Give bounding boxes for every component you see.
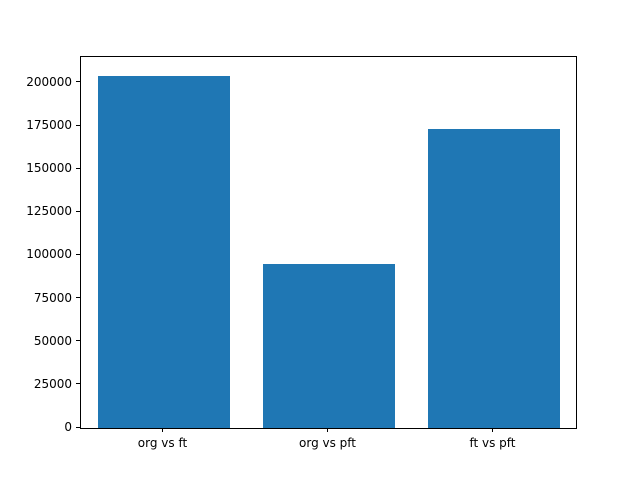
y-tick-label: 100000 [26,247,72,262]
y-tick-mark [76,124,80,126]
y-tick-label: 175000 [26,118,72,133]
bar-ft-vs-pft [427,129,560,428]
x-tick-mark [162,428,163,432]
x-tick-label: ft vs pft [469,436,516,450]
plot-area [80,56,577,429]
y-tick-label: 50000 [33,333,72,348]
x-tick-mark [327,428,328,432]
bar-org-vs-pft [262,264,395,428]
y-tick-label: 200000 [26,74,72,89]
y-tick-mark [76,340,80,342]
x-tick-label: org vs ft [137,436,188,450]
y-tick-mark [76,297,80,299]
y-tick-mark [76,81,80,83]
y-tick-mark [76,383,80,385]
bar-org-vs-ft [97,75,230,428]
y-tick-label: 125000 [26,204,72,219]
y-tick-mark [76,210,80,212]
y-tick-mark [76,253,80,255]
y-tick-label: 150000 [26,161,72,176]
y-tick-label: 75000 [33,290,72,305]
y-tick-label: 25000 [33,376,72,391]
x-tick-mark [492,428,493,432]
y-tick-mark [76,426,80,428]
x-tick-label: org vs pft [299,436,356,450]
y-tick-label: 0 [64,420,72,434]
y-tick-mark [76,167,80,169]
